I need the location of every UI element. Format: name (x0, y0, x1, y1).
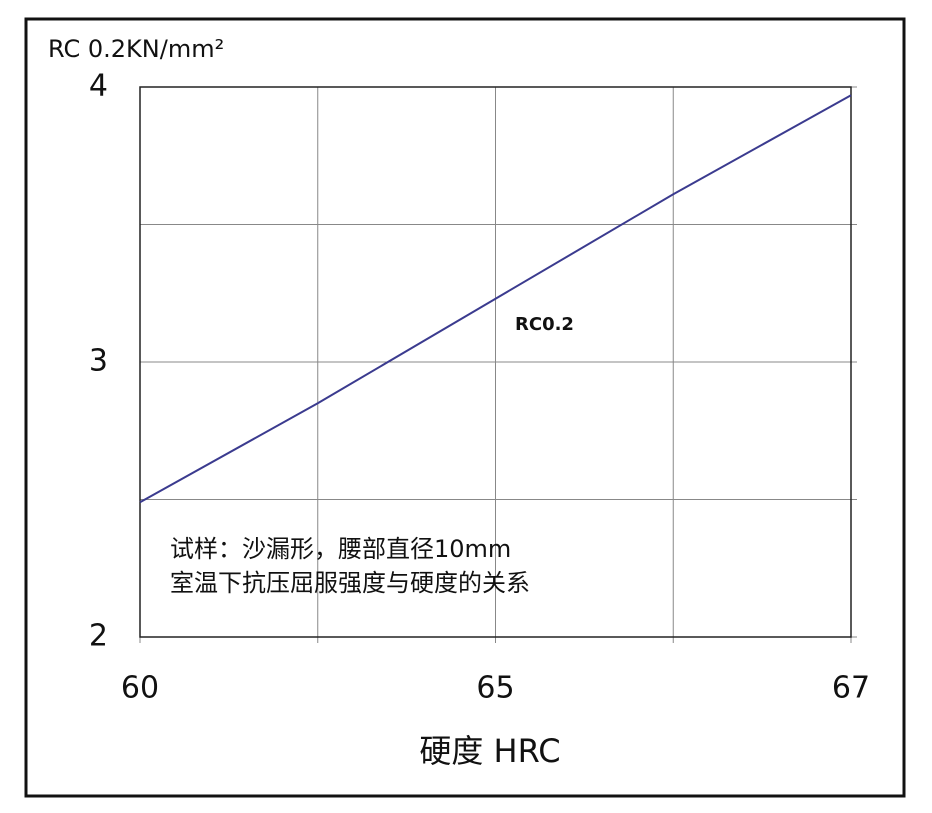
y-tick-label: 3 (89, 344, 108, 379)
x-tick-label: 65 (476, 671, 514, 706)
x-tick-label: 67 (832, 671, 870, 706)
y-axis-label: RC 0.2KN/mm² (48, 35, 224, 63)
x-axis-label: 硬度 HRC (419, 732, 560, 770)
y-tick-label: 2 (89, 619, 108, 654)
x-tick-label: 60 (121, 671, 159, 706)
plot-area (139, 86, 852, 638)
frame (24, 17, 906, 798)
series-label: RC0.2 (515, 314, 574, 335)
note: 室温下抗压屈服强度与硬度的关系 (170, 569, 530, 597)
y-tick-label: 4 (89, 69, 108, 104)
note: 试样：沙漏形，腰部直径10mm (170, 535, 511, 563)
series-line (139, 94, 852, 504)
